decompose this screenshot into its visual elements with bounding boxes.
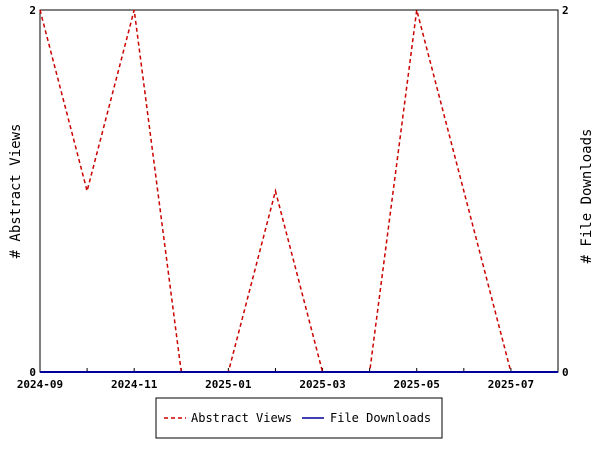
x-tick-label-2025-03: 2025-03 [299, 378, 345, 391]
series-layer [39, 9, 558, 373]
right-axis-title: # File Downloads [579, 129, 595, 264]
ticks: 2024-09 2024-11 2025-01 2025-03 2025-05 2025-… [17, 4, 569, 391]
x-tick-label-2025-05: 2025-05 [394, 378, 440, 391]
left-axis-title: # Abstract Views [8, 124, 24, 259]
plot-area [39, 9, 559, 373]
y2-tick-label-2: 2 [562, 4, 569, 17]
x-tick-label-2025-07: 2025-07 [488, 378, 534, 391]
x-tick-label-2024-09: 2024-09 [17, 378, 63, 391]
legend-label-file-downloads: File Downloads [330, 411, 431, 425]
legend: Abstract Views File Downloads [155, 397, 443, 439]
x-tick-label-2025-01: 2025-01 [205, 378, 252, 391]
x-tick-label-2024-11: 2024-11 [111, 378, 158, 391]
legend-label-abstract-views: Abstract Views [191, 411, 292, 425]
legend-box [155, 397, 443, 439]
y2-tick-label-0: 0 [562, 366, 569, 379]
y-tick-label-2: 2 [29, 4, 36, 17]
series-line-abstract-views [39, 9, 558, 373]
y-tick-label-0: 0 [29, 366, 36, 379]
